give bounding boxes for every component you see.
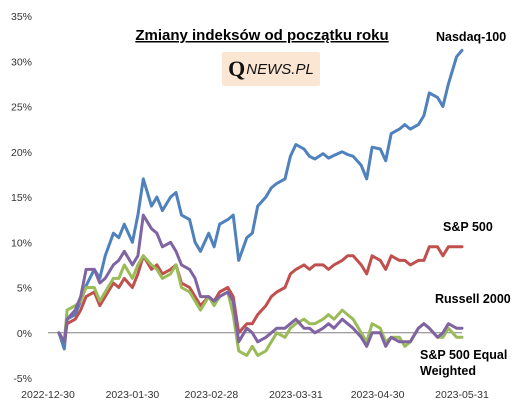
y-tick-label: 35% <box>11 11 32 23</box>
x-tick-label: 2023-05-31 <box>435 389 489 401</box>
logo-news: NEWS.PL <box>246 60 314 78</box>
y-tick-label: 15% <box>11 192 32 204</box>
x-axis-ticks: 2022-12-30 2023-01-30 2023-02-28 2023-03-31… <box>21 389 489 401</box>
series-labels: Nasdaq-100 S&P 500 Russell 2000 S&P 500 Equ… <box>420 30 511 378</box>
series-label-2: Russell 2000 <box>435 292 511 306</box>
x-tick-label: 2022-12-30 <box>21 389 75 401</box>
series-line-0 <box>57 48 464 351</box>
y-tick-label: 25% <box>11 102 32 114</box>
x-tick-label: 2023-01-30 <box>106 389 160 401</box>
y-axis-ticks: -5% 0% 5% 10% 15% 20% 25% 30% 35% <box>11 11 32 385</box>
chart-title: Zmiany indeksów od początku roku <box>135 27 388 44</box>
series-line-3 <box>57 213 464 348</box>
series-label-0: Nasdaq-100 <box>436 30 506 44</box>
series-lines <box>57 48 464 357</box>
x-tick-label: 2023-02-28 <box>185 389 239 401</box>
y-tick-label: 10% <box>11 237 32 249</box>
series-label-1: S&P 500 <box>443 220 493 234</box>
y-tick-label: -5% <box>13 373 32 385</box>
y-tick-label: 5% <box>17 283 32 295</box>
y-tick-label: 20% <box>11 147 32 159</box>
y-tick-label: 0% <box>17 328 32 340</box>
series-line-1 <box>57 245 464 344</box>
logo-q: Q <box>228 56 246 81</box>
qnews-logo: Q NEWS.PL <box>222 52 320 86</box>
x-tick-label: 2023-03-31 <box>269 389 323 401</box>
x-tick-label: 2023-04-30 <box>351 389 405 401</box>
series-label-3: S&P 500 Equal Weighted <box>420 348 507 378</box>
y-tick-label: 30% <box>11 56 32 68</box>
